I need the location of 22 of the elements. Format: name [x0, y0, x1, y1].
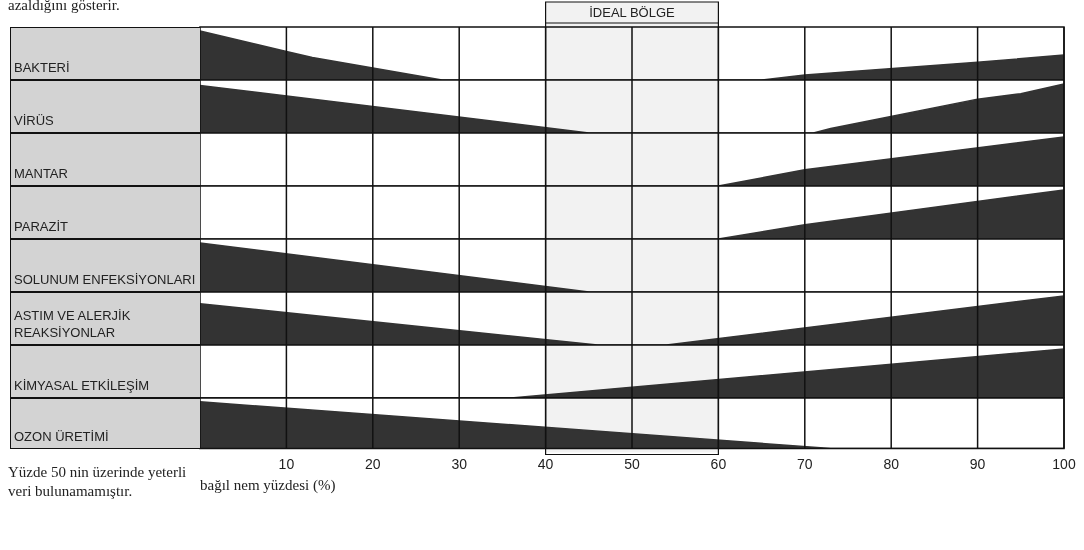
x-tick-label: 90: [969, 455, 986, 472]
text: Yüzde 50 nin üzerinde yeterli veri bulunamamıştır.: [8, 464, 187, 499]
y-axis-title: VİRÜS: [10, 80, 200, 133]
x-tick-label: 30: [451, 455, 468, 472]
y-axis-title: MANTAR: [10, 133, 200, 186]
x-tick-label: 50: [624, 455, 640, 472]
y-axis-title: PARAZİT: [10, 186, 200, 239]
band-label: İDEAL BÖLGE: [589, 5, 676, 21]
x-tick-label: 40: [537, 455, 554, 472]
x-tick-label: 10: [278, 455, 295, 472]
y-axis-title: ASTIM VE ALERJİK REAKSİYONLAR: [10, 292, 200, 345]
y-axis-title: SOLUNUM ENFEKSİYONLARI: [10, 239, 200, 292]
y-axis-title: OZON ÜRETİMİ: [10, 398, 200, 449]
x-tick-label: 60: [710, 455, 727, 472]
x-tick-label: 80: [883, 455, 900, 472]
y-axis-title: KİMYASAL ETKİLEŞİM: [10, 345, 200, 398]
x-tick-label: 100: [1052, 455, 1076, 472]
y-axis-title: BAKTERİ: [10, 27, 200, 80]
x-tick-label: 70: [797, 455, 813, 472]
x-axis-title: bağıl nem yüzdesi (%): [200, 476, 336, 494]
text: azaldığını gösterir.: [8, 0, 120, 15]
x-tick-label: 20: [365, 455, 381, 472]
